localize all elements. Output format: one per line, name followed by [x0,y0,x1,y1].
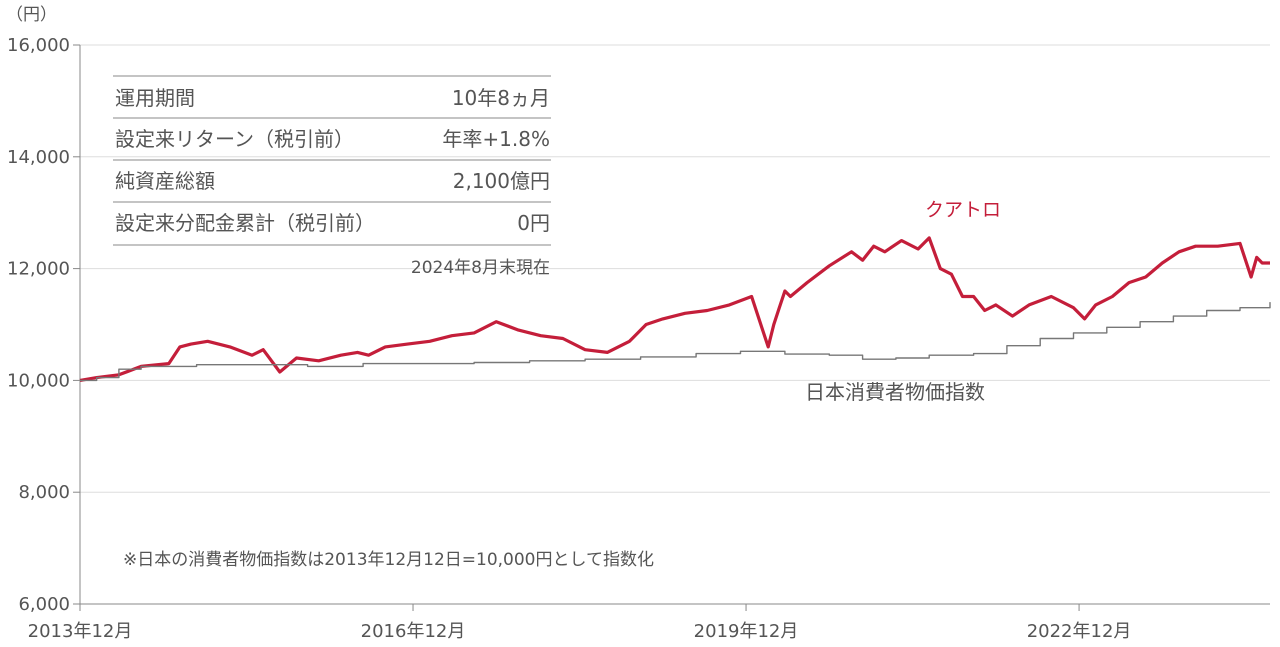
series-label-cpi: 日本消費者物価指数 [805,380,985,404]
info-label-period: 運用期間 [115,86,195,110]
x-axis-ticks: 2013年12月 2016年12月 2019年12月 2022年12月 [28,604,1132,642]
x-tick-label: 2019年12月 [694,621,799,642]
chart-footnote: ※日本の消費者物価指数は2013年12月12日=10,000円として指数化 [123,550,654,570]
y-tick-label: 10,000 [7,370,70,391]
info-label-net-assets: 純資産総額 [115,169,215,193]
info-label-return: 設定来リターン（税引前） [115,127,354,151]
y-axis-ticks: 16,000 14,000 12,000 10,000 8,000 6,000 [7,35,80,615]
y-tick-label: 14,000 [7,147,70,168]
info-value-period: 10年8ヵ月 [452,86,550,110]
info-value-return: 年率+1.8% [442,127,550,151]
info-value-distribution: 0円 [517,211,550,235]
info-label-distribution: 設定来分配金累計（税引前） [115,211,375,235]
y-tick-label: 6,000 [18,594,70,615]
y-axis-unit-label: （円） [6,5,57,25]
series-lines [79,236,1271,382]
x-tick-label: 2022年12月 [1027,621,1132,642]
info-table: 運用期間 10年8ヵ月 設定来リターン（税引前） 年率+1.8% 純資産総額 2… [113,75,551,278]
series-line-cpi [80,302,1271,382]
grid-lines [79,44,1270,605]
info-value-net-assets: 2,100億円 [453,169,550,193]
x-tick-label: 2016年12月 [361,621,466,642]
series-line-quattro [79,236,1270,382]
y-tick-label: 16,000 [7,35,70,56]
x-tick-label: 2013年12月 [28,621,133,642]
y-tick-label: 12,000 [7,259,70,280]
series-label-quattro: クアトロ [925,199,1001,221]
y-tick-label: 8,000 [18,482,70,503]
info-as-of-date: 2024年8月末現在 [411,258,550,278]
